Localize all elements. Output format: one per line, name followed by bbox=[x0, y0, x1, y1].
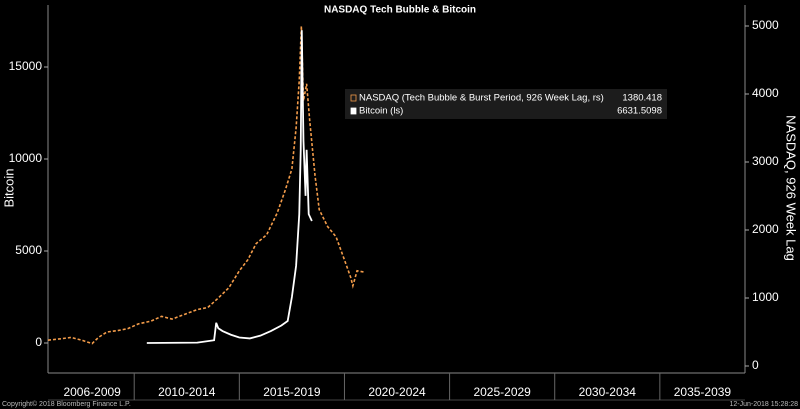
series-line bbox=[47, 25, 365, 345]
legend-box bbox=[345, 89, 667, 119]
x-tick-label: 2030-2034 bbox=[579, 385, 637, 399]
legend: NASDAQ (Tech Bubble & Burst Period, 926 … bbox=[345, 89, 667, 119]
x-tick-label: 2035-2039 bbox=[674, 385, 732, 399]
legend-value: 6631.5098 bbox=[617, 106, 662, 117]
legend-label: Bitcoin (ls) bbox=[359, 106, 403, 117]
x-tick-label: 2020-2024 bbox=[368, 385, 426, 399]
y2-axis-label: NASDAQ, 926 Week Lag bbox=[784, 115, 799, 261]
x-tick-label: 2015-2019 bbox=[263, 385, 321, 399]
y2-tick-label: 1000 bbox=[752, 290, 779, 304]
y-tick-label: 5000 bbox=[15, 243, 42, 257]
y2-tick-label: 5000 bbox=[752, 18, 779, 32]
legend-swatch bbox=[350, 107, 357, 115]
x-tick-label: 2010-2014 bbox=[158, 385, 216, 399]
legend-value: 1380.418 bbox=[622, 93, 662, 104]
y2-tick-label: 3000 bbox=[752, 154, 779, 168]
legend-label: NASDAQ (Tech Bubble & Burst Period, 926 … bbox=[359, 93, 604, 104]
y2-tick-label: 2000 bbox=[752, 222, 779, 236]
x-tick-label: 2006-2009 bbox=[63, 385, 121, 399]
y2-tick-label: 0 bbox=[752, 358, 759, 372]
y-tick-label: 15000 bbox=[9, 59, 43, 73]
y-axis-label: Bitcoin bbox=[1, 168, 16, 207]
legend-swatch bbox=[350, 94, 357, 102]
y-tick-label: 0 bbox=[35, 335, 42, 349]
x-tick-label: 2025-2029 bbox=[473, 385, 531, 399]
timestamp: 12-Jun-2018 15:28:28 bbox=[730, 401, 799, 408]
chart-title: NASDAQ Tech Bubble & Bitcoin bbox=[324, 5, 476, 16]
series-line bbox=[146, 30, 313, 344]
y2-tick-label: 4000 bbox=[752, 86, 779, 100]
y-tick-label: 10000 bbox=[9, 151, 43, 165]
copyright: Copyright© 2018 Bloomberg Finance L.P. bbox=[2, 400, 131, 408]
